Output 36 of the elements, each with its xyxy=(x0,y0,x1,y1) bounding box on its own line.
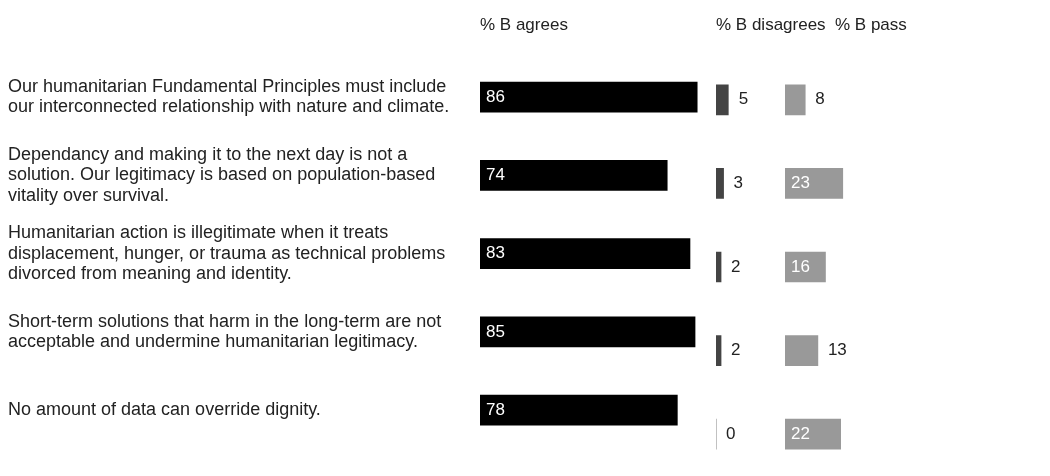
data-label: 22 xyxy=(791,423,810,443)
data-label: 0 xyxy=(726,423,736,443)
data-label: 2 xyxy=(731,256,741,276)
bar xyxy=(716,251,722,283)
y-tick-label: Dependancy and making it to the next day is not a solution. Our legitimacy is based on population-based vitality over survival. xyxy=(8,143,436,206)
data-label: 8 xyxy=(815,89,825,109)
bar xyxy=(785,168,844,199)
bar xyxy=(785,84,806,116)
bar xyxy=(716,168,724,199)
y-tick-label: No amount of data can override dignity. xyxy=(8,399,321,420)
data-label: 3 xyxy=(733,173,744,193)
data-label: 16 xyxy=(791,256,810,276)
bar xyxy=(480,238,691,269)
bar xyxy=(785,418,841,450)
data-label: 74 xyxy=(486,165,505,185)
data-label: 86 xyxy=(486,86,505,106)
bar xyxy=(785,335,819,366)
data-label: 13 xyxy=(827,340,847,360)
bar xyxy=(480,394,678,426)
bar xyxy=(716,335,722,366)
text: % B disagrees xyxy=(716,14,826,34)
chart-title: % B agrees xyxy=(480,14,568,34)
data-label: 83 xyxy=(486,243,505,263)
y-tick-label: Humanitarian action is illegitimate when it treats displacement, hunger, or trauma as technical problems divorced from meaning and identity. xyxy=(8,221,446,284)
y-tick-label: Short-term solutions that harm in the long-term are not acceptable and undermine humanitarian legitimacy. xyxy=(8,310,442,352)
bar xyxy=(716,84,729,116)
y-tick-label: Our humanitarian Fundamental Principles must include our interconnected relationship with nature and climate. xyxy=(8,75,450,117)
data-label: 78 xyxy=(486,399,505,419)
data-label: 5 xyxy=(738,89,749,109)
bar xyxy=(480,160,668,191)
data-label: 23 xyxy=(791,173,810,193)
chart-title: % B pass xyxy=(835,14,907,34)
bar xyxy=(480,81,698,113)
data-label: 85 xyxy=(486,321,505,341)
bar xyxy=(480,316,696,348)
data-label: 2 xyxy=(731,340,741,360)
